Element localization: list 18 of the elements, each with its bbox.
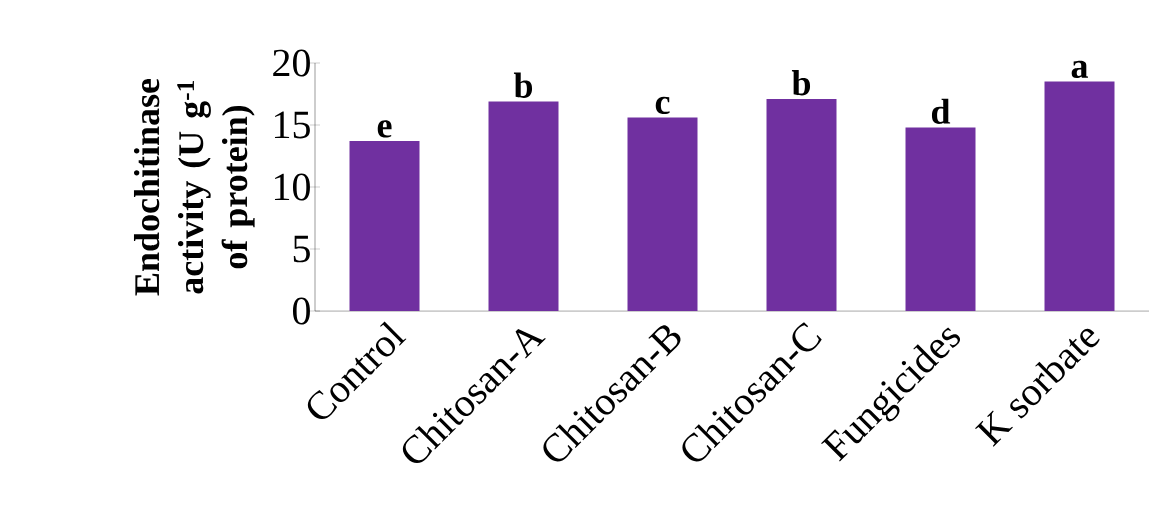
annotation: d: [931, 98, 951, 124]
bar: [349, 141, 420, 311]
annotation: e: [377, 120, 392, 138]
y-axis-title: Endochitinase activity (U g$^{-1}$ of protein): [133, 78, 255, 296]
annotation: b: [791, 70, 811, 96]
annotation: a: [1071, 60, 1088, 79]
y-tick-label: 5: [293, 235, 310, 263]
annotation: b: [513, 72, 533, 98]
y-tick-label: 15: [274, 111, 310, 139]
bar: [766, 98, 837, 311]
bar: [1044, 81, 1115, 311]
bar: [905, 127, 976, 311]
y-tick-label: 0: [292, 297, 310, 325]
y-tick-label: 10: [274, 173, 310, 201]
bar: [488, 101, 559, 311]
y-tick-label: 20: [273, 49, 310, 77]
annotation: c: [655, 96, 670, 115]
bar: [627, 117, 698, 311]
